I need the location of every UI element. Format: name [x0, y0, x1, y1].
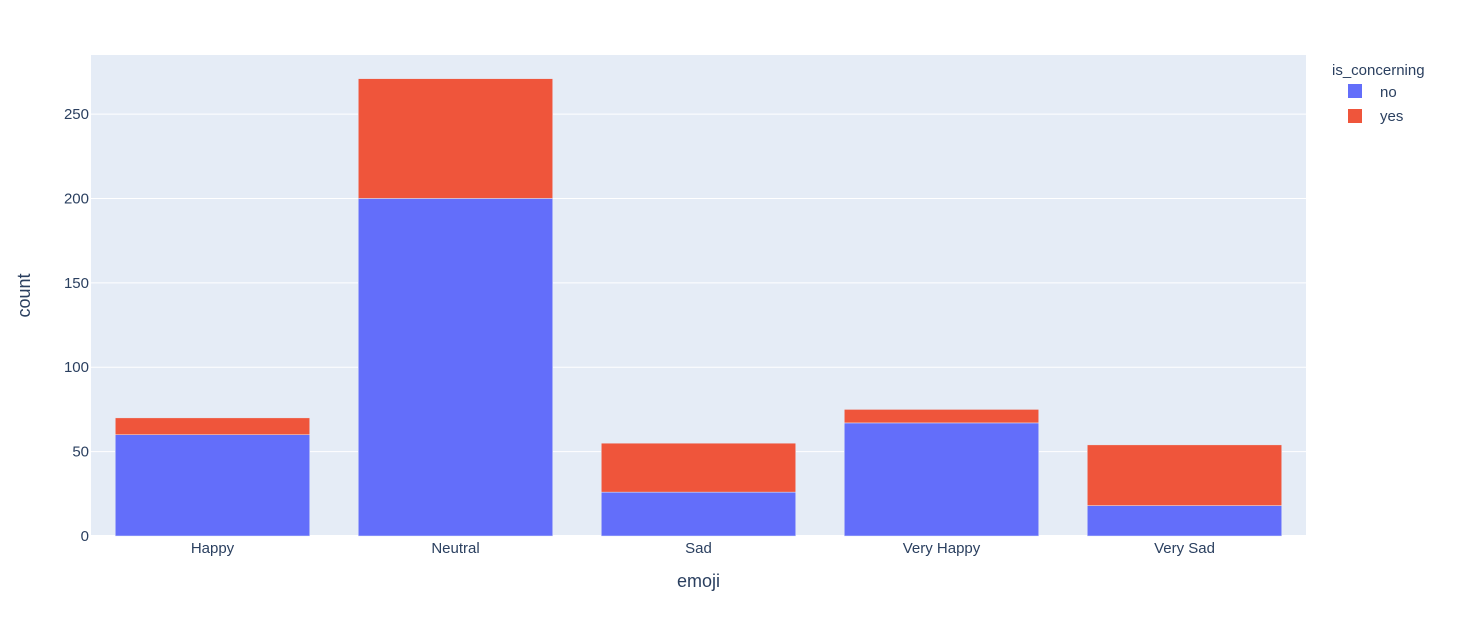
y-tick-label: 100 — [64, 359, 89, 376]
legend: is_concerning no yes — [1332, 62, 1425, 125]
y-tick-labels: 0 50 100 150 200 250 — [64, 106, 89, 545]
x-tick-labels: Happy Neutral Sad Very Happy Very Sad — [191, 540, 1215, 557]
y-tick-label: 200 — [64, 190, 89, 207]
x-tick-label: Happy — [191, 540, 235, 557]
legend-label-yes: yes — [1380, 108, 1403, 125]
legend-title: is_concerning — [1332, 62, 1425, 79]
y-tick-label: 0 — [81, 528, 89, 545]
bar-very-happy-no[interactable] — [844, 422, 1039, 537]
bar-very-sad-yes[interactable] — [1087, 444, 1282, 506]
bar-sad-yes[interactable] — [601, 442, 796, 493]
y-tick-label: 250 — [64, 106, 89, 123]
bar-neutral-no[interactable] — [358, 198, 553, 537]
legend-swatch-yes — [1348, 109, 1362, 123]
x-tick-label: Neutral — [431, 540, 479, 557]
y-tick-label: 50 — [72, 444, 89, 461]
y-tick-label: 150 — [64, 275, 89, 292]
bar-happy-no[interactable] — [115, 434, 310, 537]
x-tick-label: Very Sad — [1154, 540, 1215, 557]
bar-sad-no[interactable] — [601, 491, 796, 537]
legend-swatch-no — [1348, 84, 1362, 98]
bar-happy-yes[interactable] — [115, 417, 310, 435]
y-axis-title: count — [14, 273, 34, 317]
x-tick-label: Sad — [685, 540, 712, 557]
x-tick-label: Very Happy — [903, 540, 981, 557]
legend-item-yes[interactable]: yes — [1348, 108, 1403, 125]
bar-neutral-yes[interactable] — [358, 78, 553, 199]
bars — [115, 78, 1282, 537]
bar-very-sad-no[interactable] — [1087, 505, 1282, 537]
bar-very-happy-yes[interactable] — [844, 409, 1039, 424]
legend-label-no: no — [1380, 84, 1397, 101]
x-axis-title: emoji — [677, 571, 720, 591]
legend-item-no[interactable]: no — [1348, 84, 1397, 101]
